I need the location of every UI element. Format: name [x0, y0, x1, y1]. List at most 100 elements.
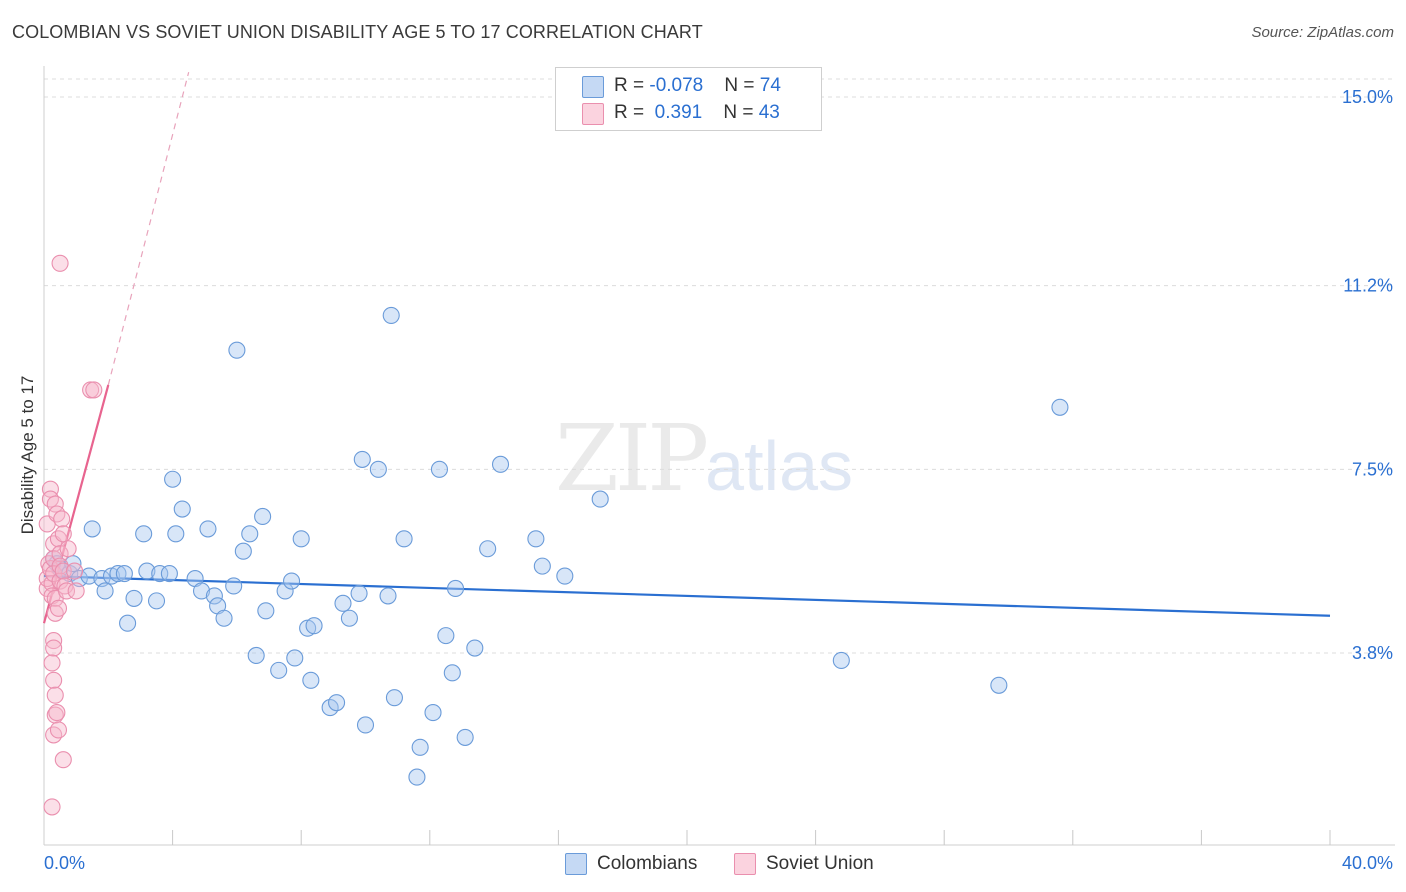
colombians-point	[96, 582, 114, 600]
soviet-point	[45, 632, 63, 650]
y-tick-label: 15.0%	[1342, 87, 1393, 107]
colombians-point	[276, 582, 294, 600]
source-label: Source: ZipAtlas.com	[1251, 24, 1394, 41]
y-tick-label: 7.5%	[1352, 459, 1393, 479]
colombians-point	[446, 579, 465, 598]
colombians-point	[340, 609, 358, 627]
colombians-point	[125, 589, 143, 607]
chart-title: COLOMBIAN VS SOVIET UNION DISABILITY AGE…	[12, 22, 703, 42]
colombians-point	[138, 562, 156, 580]
soviet-point	[43, 798, 61, 816]
colombians-point	[1051, 398, 1069, 416]
bottom-legend: Colombians Soviet Union	[0, 853, 1406, 877]
colombians-label: Colombians	[597, 853, 698, 874]
colombians-point	[591, 490, 609, 508]
r-label: R =	[614, 75, 650, 96]
soviet-point	[45, 671, 63, 689]
colombians-point	[205, 587, 223, 605]
legend-text-colombians: R = -0.078 N = 74	[614, 75, 781, 97]
legend-item-soviet[interactable]: Soviet Union	[734, 853, 874, 875]
colombians-point	[411, 738, 429, 756]
soviet-point	[49, 721, 68, 739]
soviet-point	[51, 254, 69, 272]
colombians-point	[164, 470, 182, 488]
legend-swatch-soviet	[582, 103, 604, 125]
y-tick-label: 11.2%	[1343, 276, 1393, 296]
soviet-point	[54, 525, 72, 543]
colombians-point	[491, 455, 510, 473]
soviet-point	[54, 751, 72, 769]
colombians-point	[247, 646, 265, 665]
colombians-point	[408, 768, 426, 786]
colombians-point	[395, 530, 413, 548]
colombians-point	[167, 525, 185, 543]
colombians-point	[556, 567, 574, 585]
colombians-point	[356, 716, 375, 734]
r-value: 0.391	[649, 102, 703, 123]
soviet-point	[59, 540, 77, 558]
colombians-point	[199, 520, 217, 538]
colombians-point	[466, 639, 484, 657]
soviet-point	[41, 560, 59, 578]
n-label: N =	[724, 75, 760, 96]
soviet-point	[48, 505, 66, 523]
y-tick-label: 3.8%	[1352, 643, 1393, 663]
axes	[43, 66, 1395, 846]
colombians-point	[353, 450, 371, 468]
r-value: -0.078	[649, 75, 704, 96]
colombians-point	[369, 460, 387, 478]
watermark-zip: ZIP	[555, 405, 709, 512]
soviet-point	[51, 545, 69, 563]
soviet-point	[43, 654, 61, 672]
y-axis-label: Disability Age 5 to 17	[18, 375, 37, 535]
colombians-point	[385, 689, 403, 707]
soviet-point	[46, 604, 64, 622]
colombians-point	[151, 565, 169, 583]
colombians-point	[228, 341, 246, 359]
colombians-point	[119, 614, 137, 632]
soviet-point	[45, 639, 63, 657]
colombians-point	[225, 577, 243, 595]
colombians-point	[328, 694, 346, 712]
colombians-point	[115, 565, 133, 583]
colombians-point	[479, 540, 497, 558]
soviet-point	[51, 572, 69, 590]
colombians-point	[424, 704, 442, 722]
colombians-point	[286, 649, 304, 667]
x-tick-label-min: 0.0%	[44, 853, 85, 873]
colombians-point	[990, 676, 1008, 694]
soviet-point	[85, 381, 103, 399]
colombians-point	[533, 557, 551, 575]
soviet-points	[38, 254, 103, 816]
grid	[44, 78, 1395, 654]
colombians-point	[283, 572, 301, 590]
watermark: ZIPatlas	[555, 405, 853, 512]
colombians-point	[173, 500, 191, 518]
n-value: 74	[759, 75, 781, 96]
soviet-point	[67, 582, 85, 600]
soviet-point	[53, 510, 71, 528]
colombians-point	[527, 530, 545, 548]
tick-labels: 3.8% 7.5% 11.2% 15.0% 0.0% 40.0%	[44, 87, 1393, 873]
soviet-point	[48, 704, 66, 722]
legend-text-soviet: R = 0.391 N = 43	[614, 102, 780, 124]
soviet-trend-line	[42, 384, 110, 624]
colombians-point	[430, 460, 448, 478]
n-label: N =	[723, 102, 759, 123]
soviet-swatch	[734, 853, 756, 875]
soviet-point	[46, 686, 64, 704]
colombians-point	[270, 661, 288, 679]
colombians-swatch	[565, 853, 587, 875]
legend-item-colombians[interactable]: Colombians	[565, 853, 697, 875]
colombians-trend-line	[43, 574, 1331, 617]
colombians-point	[456, 728, 474, 746]
colombians-point	[443, 664, 461, 682]
n-value: 43	[758, 102, 780, 123]
soviet-point	[41, 490, 59, 508]
soviet-point	[65, 562, 84, 580]
colombians-point	[292, 530, 310, 548]
soviet-point	[45, 726, 63, 744]
stats-legend: R = -0.078 N = 74 R = 0.391 N = 43	[555, 67, 822, 131]
colombians-point	[234, 542, 252, 560]
